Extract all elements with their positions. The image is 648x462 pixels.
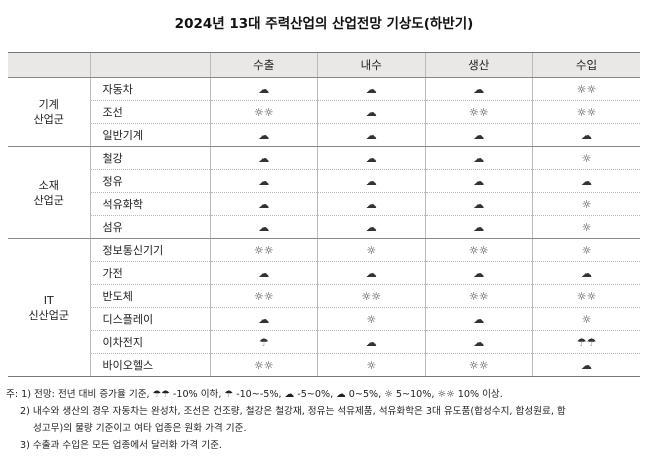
forecast-cell: ☁: [317, 77, 425, 101]
forecast-cell: ☁: [424, 261, 533, 285]
forecast-cell: ☼☼: [424, 238, 533, 262]
industry-name: 자동차: [89, 77, 210, 101]
forecast-cell: ☼☼: [424, 100, 533, 124]
industry-name: 디스플레이: [89, 307, 210, 331]
industry-name: 정유: [89, 169, 210, 193]
industry-group-label: 소재 산업군: [8, 146, 90, 239]
forecast-cell: ☁: [209, 215, 318, 239]
industry-name: 반도체: [89, 284, 210, 308]
table-row: 조선 ☼☼ ☁ ☼☼ ☼☼: [8, 100, 640, 124]
forecast-cell: ☁: [532, 123, 640, 147]
forecast-cell: ☼: [317, 353, 425, 377]
table-row: 정유 ☁ ☁ ☁ ☁: [8, 169, 640, 193]
forecast-cell: ☁: [209, 123, 318, 147]
table-row: 석유화학 ☁ ☁ ☁ ☼: [8, 192, 640, 216]
footnote-2: 2) 내수와 생산의 경우 자동차는 완성차, 조선은 건조량, 철강은 철강재…: [20, 406, 566, 417]
forecast-cell: ☁: [317, 215, 425, 239]
forecast-cell: ☁: [317, 100, 425, 124]
industry-name: 철강: [89, 146, 210, 170]
forecast-cell: ☁: [209, 261, 318, 285]
table-row: 디스플레이 ☁ ☼ ☁ ☼: [8, 307, 640, 331]
forecast-cell: ☼: [532, 238, 640, 262]
forecast-cell: ☼☼: [209, 100, 318, 124]
forecast-cell: ☁: [424, 307, 533, 331]
header-row: 수출 내수 생산 수입: [8, 52, 640, 78]
header-domestic: 내수: [317, 52, 425, 78]
forecast-cell: ☁: [532, 261, 640, 285]
footnote-3: 3) 수출과 수입은 모든 업종에서 달러화 가격 기준.: [20, 440, 222, 451]
industry-name: 이차전지: [89, 330, 210, 354]
forecast-cell: ☁: [424, 169, 533, 193]
forecast-cell: ☼: [317, 307, 425, 331]
forecast-cell: ☁: [424, 77, 533, 101]
industry-group-label: IT 신산업군: [8, 238, 90, 377]
industry-name: 일반기계: [89, 123, 210, 147]
table-row: 바이오헬스 ☼☼ ☼ ☼☼ ☁: [8, 353, 640, 377]
forecast-cell: ☼: [532, 307, 640, 331]
forecast-table: 수출 내수 생산 수입 기계 산업군 자동차 ☁ ☁ ☁ ☼☼ 조선 ☼☼ ☁ ☼☼ ☼☼ 일반기계 ☁…: [8, 52, 640, 377]
table-row: 기계 산업군 자동차 ☁ ☁ ☁ ☼☼: [8, 77, 640, 147]
industry-group-label: 기계 산업군: [8, 77, 90, 147]
page-title: 2024년 13대 주력산업의 산업전망 기상도(하반기): [174, 16, 474, 32]
forecast-cell: ☼☼: [209, 353, 318, 377]
table-row: 섬유 ☁ ☁ ☁ ☼: [8, 215, 640, 239]
forecast-cell: ☼: [532, 192, 640, 216]
forecast-cell: ☁: [317, 146, 425, 170]
footnote-1: 주: 1) 전망: 전년 대비 증가율 기준, ☂☂ -10% 이하, ☂ -1…: [6, 389, 503, 400]
industry-name: 섬유: [89, 215, 210, 239]
table-row: 반도체 ☼☼ ☼☼ ☼☼ ☼☼: [8, 284, 640, 308]
forecast-cell: ☁: [209, 307, 318, 331]
forecast-table-wrap: 수출 내수 생산 수입 기계 산업군 자동차 ☁ ☁ ☁ ☼☼ 조선 ☼☼ ☁ ☼☼ ☼☼ 일반기계 ☁…: [8, 52, 640, 377]
forecast-cell: ☁: [317, 169, 425, 193]
forecast-cell: ☁: [209, 192, 318, 216]
forecast-cell: ☁: [209, 77, 318, 101]
forecast-cell: ☁: [209, 169, 318, 193]
forecast-cell: ☂☂: [532, 330, 640, 354]
forecast-cell: ☼☼: [424, 284, 533, 308]
header-export: 수출: [209, 52, 318, 78]
forecast-cell: ☼: [317, 238, 425, 262]
header-group: [8, 52, 90, 78]
forecast-cell: ☼☼: [209, 284, 318, 308]
forecast-cell: ☁: [317, 123, 425, 147]
forecast-cell: ☁: [424, 215, 533, 239]
forecast-cell: ☁: [424, 330, 533, 354]
forecast-cell: ☼☼: [209, 238, 318, 262]
forecast-cell: ☼☼: [532, 77, 640, 101]
industry-name: 가전: [89, 261, 210, 285]
forecast-cell: ☁: [317, 261, 425, 285]
forecast-cell: ☼☼: [317, 284, 425, 308]
table-row: IT 신산업군 정보통신기기 ☼☼ ☼ ☼☼ ☼: [8, 238, 640, 377]
header-industry: [89, 52, 210, 78]
forecast-cell: ☁: [424, 192, 533, 216]
forecast-cell: ☼: [532, 215, 640, 239]
forecast-cell: ☼☼: [424, 353, 533, 377]
forecast-cell: ☁: [424, 123, 533, 147]
table-row: 이차전지 ☂ ☁ ☁ ☂☂: [8, 330, 640, 354]
industry-name: 정보통신기기: [89, 238, 210, 262]
header-production: 생산: [424, 52, 533, 78]
forecast-cell: ☁: [424, 146, 533, 170]
footnote-2-cont: 성고무)의 물량 기준이고 여타 업종은 원화 가격 기준.: [33, 423, 247, 434]
industry-name: 바이오헬스: [89, 353, 210, 377]
table-row: 소재 산업군 철강 ☁ ☁ ☁ ☼: [8, 146, 640, 239]
industry-name: 조선: [89, 100, 210, 124]
table-row: 일반기계 ☁ ☁ ☁ ☁: [8, 123, 640, 147]
forecast-cell: ☼: [532, 146, 640, 170]
forecast-cell: ☁: [317, 192, 425, 216]
forecast-cell: ☁: [532, 169, 640, 193]
industry-name: 석유화학: [89, 192, 210, 216]
forecast-cell: ☁: [209, 146, 318, 170]
header-import: 수입: [532, 52, 640, 78]
forecast-cell: ☼☼: [532, 100, 640, 124]
forecast-cell: ☂: [209, 330, 318, 354]
forecast-cell: ☁: [532, 353, 640, 377]
table-body: 기계 산업군 자동차 ☁ ☁ ☁ ☼☼ 조선 ☼☼ ☁ ☼☼ ☼☼ 일반기계 ☁ ☁ ☁ ☁ 소재 산업군 철강 ☁…: [8, 77, 640, 377]
table-row: 가전 ☁ ☁ ☁ ☁: [8, 261, 640, 285]
forecast-cell: ☼☼: [532, 284, 640, 308]
footnotes: 주: 1) 전망: 전년 대비 증가율 기준, ☂☂ -10% 이하, ☂ -1…: [6, 386, 642, 454]
forecast-cell: ☁: [317, 330, 425, 354]
